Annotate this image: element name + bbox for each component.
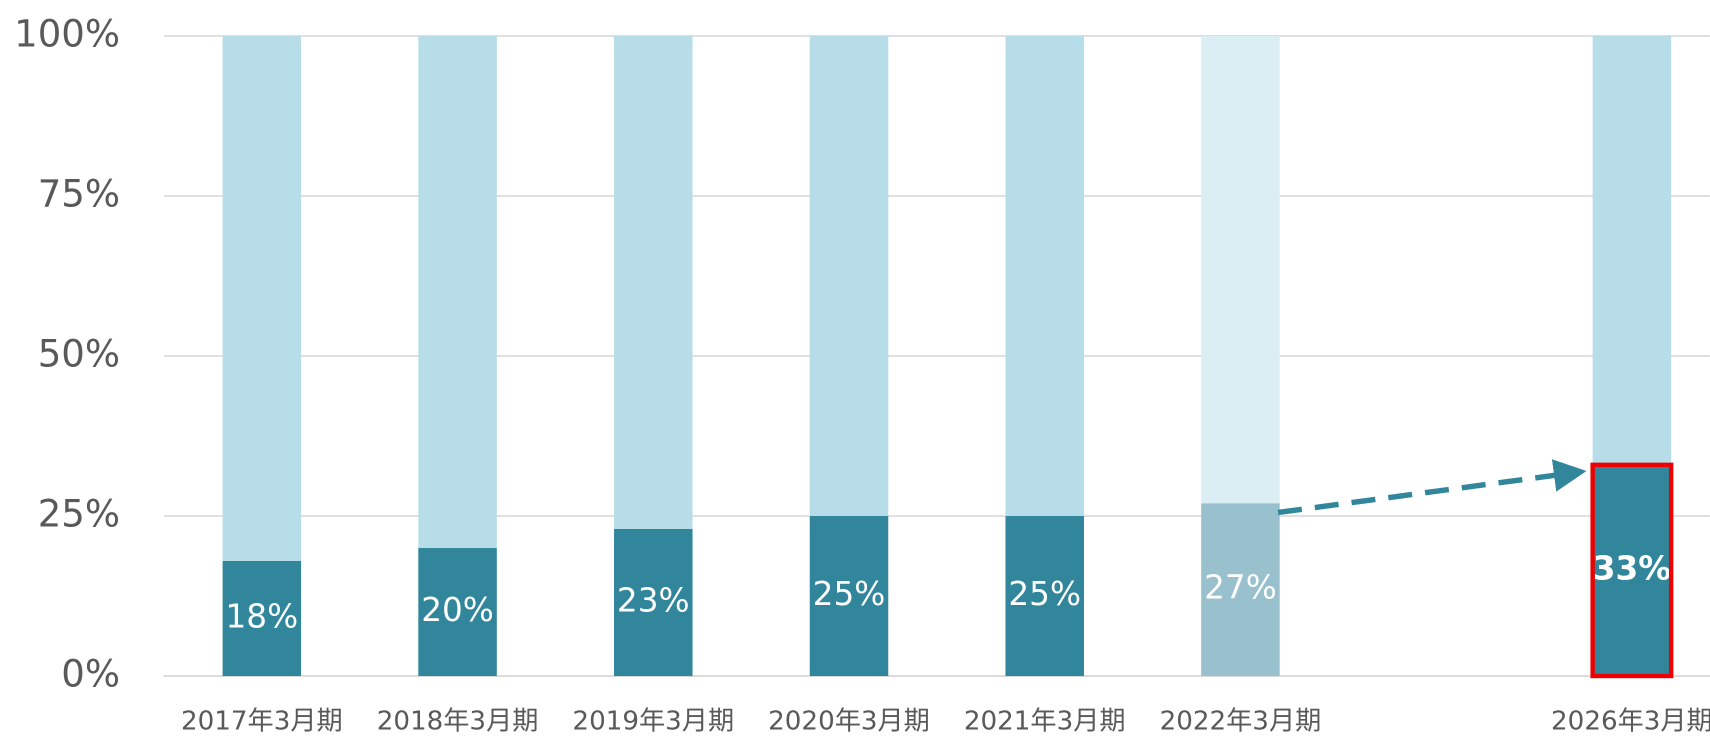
bar-segment (1005, 35, 1084, 517)
x-tick-label: 2021年3月期 (964, 706, 1126, 736)
data-label: 27% (1204, 569, 1277, 607)
bars (222, 35, 1672, 677)
x-tick-label: 2026年3月期 (1551, 706, 1710, 736)
highlight-box (1590, 462, 1674, 679)
data-label: 20% (421, 591, 494, 629)
bar-segment (1592, 35, 1672, 465)
y-tick-label: 25% (38, 493, 120, 536)
x-tick-label: 2022年3月期 (1160, 706, 1322, 736)
x-tick-label: 2020年3月期 (768, 706, 930, 736)
data-label: 33% (1593, 549, 1671, 587)
data-label: 23% (617, 581, 690, 619)
data-label: 25% (1008, 575, 1081, 613)
x-tick-label: 2018年3月期 (377, 706, 539, 736)
bar-segment (418, 35, 497, 549)
trend-arrow (1277, 459, 1587, 516)
grid (163, 35, 1710, 677)
y-tick-label: 50% (38, 333, 120, 376)
bar-segment (1592, 464, 1672, 677)
bar-segment (1201, 503, 1280, 677)
bar-segment (614, 35, 693, 529)
labels: 0% 25% 50% 75% 100% 2017年3月期 18% 2018年3月期 20% 201… (14, 12, 1710, 736)
bar-segment (1005, 516, 1084, 677)
y-tick-label: 0% (61, 653, 120, 696)
bar-segment (418, 548, 497, 677)
bar-segment (1201, 35, 1280, 504)
bar-segment (222, 35, 302, 561)
y-tick-label: 100% (14, 12, 120, 55)
bar-segment (222, 560, 302, 677)
bar-segment (614, 528, 693, 677)
data-label: 25% (813, 575, 886, 613)
x-tick-label: 2019年3月期 (572, 706, 734, 736)
data-label: 18% (225, 597, 298, 635)
x-tick-label: 2017年3月期 (181, 706, 343, 736)
bar-segment (809, 516, 889, 677)
y-tick-label: 75% (38, 172, 120, 215)
bar-segment (809, 35, 889, 517)
